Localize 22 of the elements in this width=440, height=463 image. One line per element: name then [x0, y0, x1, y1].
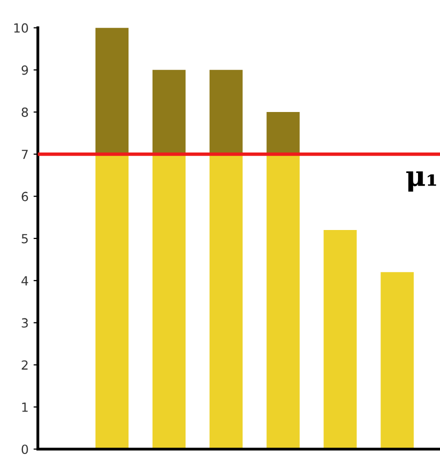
bar: [380, 272, 414, 450]
y-tick-label: 4: [21, 276, 28, 286]
y-tick-label: 8: [22, 108, 28, 117]
bar: [266, 154, 300, 450]
y-tick-label: 3: [22, 318, 28, 328]
bar: [210, 154, 243, 450]
y-tick-label: 2: [22, 360, 28, 370]
bar: [324, 230, 357, 450]
bar: [210, 70, 243, 154]
bar: [95, 154, 129, 450]
y-tick-label: 7: [22, 150, 28, 159]
bar: [152, 154, 186, 450]
y-tick-label: 10: [14, 23, 28, 33]
y-tick-label: 6: [22, 192, 28, 202]
bar: [95, 28, 129, 154]
ref-line-label: μ₁: [406, 171, 436, 192]
y-tick-label: 0: [22, 444, 28, 454]
y-tick-label: 9: [22, 65, 28, 75]
bar: [266, 112, 300, 154]
y-tick-label: 5: [22, 234, 28, 244]
bar: [152, 70, 186, 154]
y-tick-label: 1: [22, 402, 28, 412]
